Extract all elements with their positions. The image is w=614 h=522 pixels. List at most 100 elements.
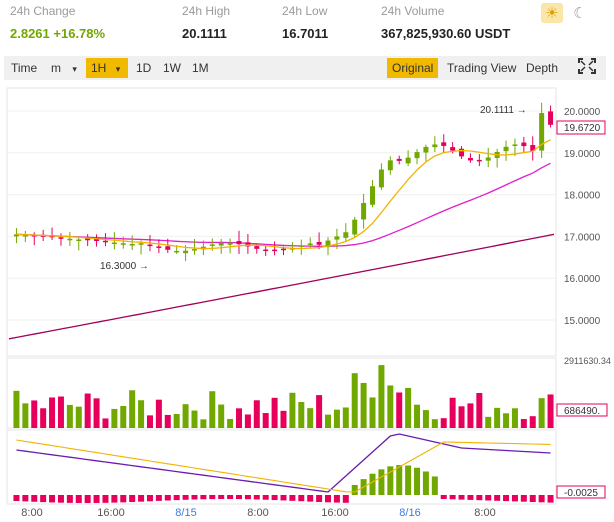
signal-line [16, 439, 551, 493]
candle-body [58, 237, 64, 239]
candle-body [236, 241, 242, 245]
moon-icon[interactable]: ☾ [573, 5, 587, 22]
stats-bar: 24h Change 2.8261 +16.78% 24h High 20.11… [0, 0, 614, 52]
sun-icon[interactable]: ☀ [541, 3, 563, 23]
macd-histogram-bar [369, 473, 376, 495]
trading-view-tab[interactable]: Trading View [447, 61, 517, 75]
macd-histogram-bar [405, 465, 412, 495]
volume-bar [129, 390, 136, 428]
candle-body [218, 242, 224, 246]
macd-histogram-bar [244, 495, 251, 500]
original-tab[interactable]: Original [387, 58, 439, 78]
interval-dropdown[interactable]: 1H ▾ [86, 58, 128, 78]
volume-bar [485, 416, 492, 428]
candle-body [191, 249, 197, 251]
macd-histogram-bar [431, 476, 438, 495]
stat-24h-change: 24h Change 2.8261 +16.78% [10, 4, 105, 41]
candle-body [272, 249, 278, 252]
macd-current-label: -0.0025 [564, 488, 598, 499]
volume-bar [75, 406, 82, 428]
stat-value: 367,825,930.60 USDT [381, 26, 511, 41]
volume-bar [378, 365, 385, 428]
volume-bar [547, 394, 554, 428]
chart-toolbar: Time m ▾ 1H ▾ 1D 1W 1M Original Trading … [4, 56, 606, 80]
volume-bar [280, 410, 287, 428]
candle-body [352, 219, 358, 235]
candlestick-chart[interactable]: 20.0000 19.0000 18.0000 17.0000 16.0000 15.00… [0, 84, 614, 522]
volume-bar [414, 404, 421, 428]
stat-24h-low: 24h Low 16.7011 [282, 4, 328, 41]
high-price-marker: 20.1111 → [480, 105, 527, 116]
depth-tab[interactable]: Depth [526, 61, 559, 75]
current-price-label: 19.6720 [564, 123, 601, 134]
interval-1d-button[interactable]: 1D [136, 61, 152, 75]
macd-panel [6, 429, 557, 505]
volume-bar [494, 407, 501, 428]
macd-histogram-bar [449, 495, 456, 500]
macd-histogram-bar [494, 495, 501, 501]
volume-bar [40, 408, 47, 428]
candle-body [539, 113, 545, 151]
macd-histogram-bar [253, 495, 260, 500]
volume-bar [520, 419, 527, 428]
volume-bar [93, 398, 100, 428]
macd-histogram-bar [511, 495, 518, 502]
interval-label: 1H [91, 61, 107, 75]
macd-histogram-bar [316, 495, 323, 502]
candle-body [31, 235, 37, 237]
macd-histogram-bar [396, 465, 403, 495]
volume-current-tag [556, 403, 608, 417]
candle-body [521, 142, 527, 147]
macd-histogram-bar [182, 495, 189, 500]
volume-bar [538, 398, 545, 428]
volume-bar [22, 403, 29, 428]
stat-24h-volume: 24h Volume 367,825,930.60 USDT [381, 4, 510, 41]
volume-bar [307, 408, 314, 428]
volume-bar [449, 397, 456, 428]
minute-dropdown[interactable]: m ▾ [46, 58, 82, 78]
candle-body [450, 147, 456, 151]
macd-histogram-bar [146, 495, 153, 502]
macd-histogram-bar [227, 495, 234, 500]
candle-body [147, 244, 153, 247]
candle-body [307, 243, 313, 245]
macd-histogram-bar [22, 495, 29, 502]
time-tick-label: 8:00 [247, 507, 268, 519]
candle-body [76, 239, 82, 242]
candle-body [512, 144, 518, 146]
candle-body [530, 145, 536, 151]
candle-body [361, 202, 367, 220]
stat-value: 20.1111 [182, 26, 227, 41]
price-tick-label: 20.0000 [564, 107, 601, 118]
macd-histogram-bar [164, 495, 171, 501]
volume-bar [529, 416, 536, 428]
interval-1w-button[interactable]: 1W [163, 61, 181, 75]
interval-1m-button[interactable]: 1M [192, 61, 209, 75]
volume-bar [503, 413, 510, 428]
volume-bar [369, 397, 376, 428]
candle-body [316, 241, 322, 245]
volume-bar [111, 408, 118, 428]
volume-bar [431, 419, 438, 428]
candle-body [548, 111, 554, 125]
volume-bar [289, 392, 296, 428]
candle-body [22, 235, 28, 237]
volume-bar [396, 392, 403, 428]
macd-line [16, 433, 551, 493]
macd-histogram-bar [458, 495, 465, 500]
volume-bar [120, 405, 127, 428]
volume-bar [191, 410, 198, 428]
fullscreen-icon[interactable] [573, 58, 599, 78]
macd-histogram-bar [200, 495, 207, 500]
stat-value: 2.8261 +16.78% [10, 26, 105, 41]
candle-body [13, 234, 19, 237]
macd-histogram-bar [342, 495, 349, 503]
volume-bar [325, 414, 332, 428]
macd-histogram-bar [485, 495, 492, 501]
stat-label: 24h Change [10, 4, 76, 18]
candle-body [343, 232, 349, 238]
candle-body [94, 237, 100, 242]
macd-histogram-bar [422, 471, 429, 495]
macd-histogram-bar [173, 495, 180, 501]
macd-histogram-bar [13, 495, 20, 501]
